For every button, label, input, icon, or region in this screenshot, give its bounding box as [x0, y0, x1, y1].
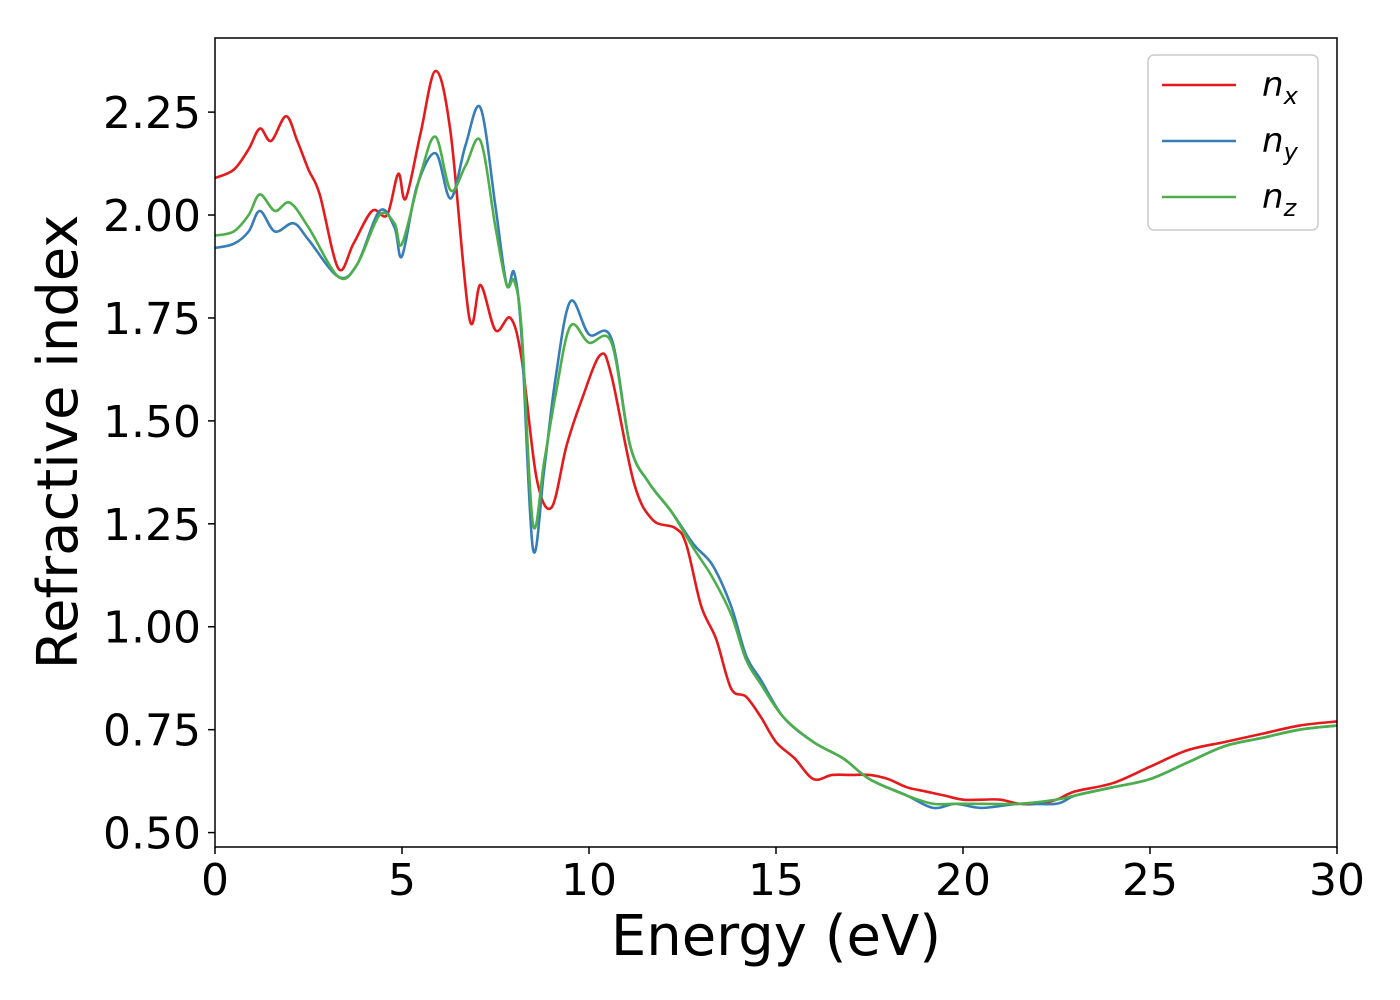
legend-label-base: n [1262, 65, 1284, 105]
legend-label-nz: nz [1262, 177, 1298, 222]
y-tick-label: 2.25 [103, 88, 201, 139]
series-line-nz [215, 135, 1337, 806]
legend-label-subscript: x [1283, 82, 1299, 110]
y-tick-label: 1.25 [103, 500, 201, 551]
legend-label-base: n [1262, 121, 1284, 161]
x-tick-label: 25 [1122, 855, 1178, 906]
x-tick-label: 5 [388, 855, 416, 906]
legend-label-ny: ny [1262, 121, 1299, 166]
legend-label-subscript: y [1283, 138, 1299, 166]
y-tick-label: 1.50 [103, 397, 201, 448]
y-tick-label: 1.75 [103, 294, 201, 345]
legend-label-nx: nx [1262, 65, 1299, 110]
x-tick-label: 0 [201, 855, 229, 906]
x-axis-ticks: 0 5 10 15 20 25 30 [201, 847, 1365, 906]
x-tick-label: 20 [935, 855, 991, 906]
x-tick-label: 15 [748, 855, 804, 906]
y-tick-label: 0.50 [103, 809, 201, 860]
series-line-nx [215, 69, 1337, 806]
x-tick-label: 30 [1309, 855, 1365, 906]
y-tick-label: 2.00 [103, 191, 201, 242]
y-axis-label: Refractive index [26, 215, 91, 670]
series-layer [215, 69, 1337, 810]
y-axis-ticks: 0.50 0.75 1.00 1.25 1.50 1.75 2.00 2.25 [103, 88, 215, 860]
x-tick-label: 10 [561, 855, 617, 906]
legend-box [1147, 54, 1319, 231]
legend-label-subscript: z [1283, 194, 1298, 222]
y-tick-label: 0.75 [103, 706, 201, 757]
x-axis-label: Energy (eV) [611, 904, 941, 969]
legend-label-base: n [1262, 177, 1284, 217]
y-tick-label: 1.00 [103, 603, 201, 654]
